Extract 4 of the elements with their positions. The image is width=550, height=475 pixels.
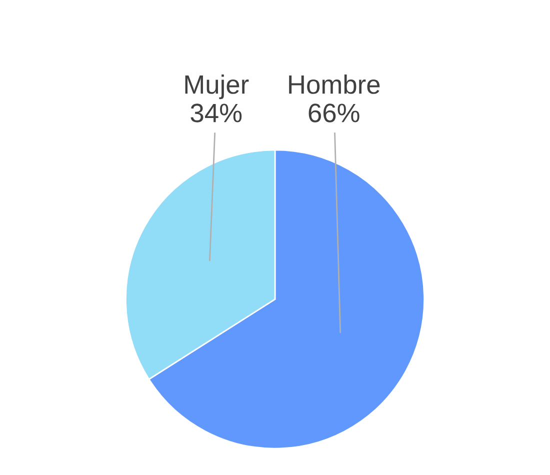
slice-label: Mujer (185, 74, 249, 100)
slice-label: Hombre (289, 74, 380, 94)
data-label: 66% (308, 104, 360, 122)
data-label: 34% (190, 104, 242, 122)
